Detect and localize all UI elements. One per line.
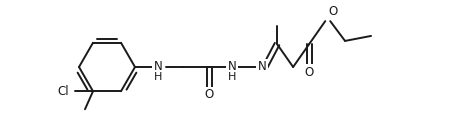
Text: H: H (228, 72, 236, 82)
Text: O: O (328, 5, 338, 18)
Text: H: H (154, 72, 162, 82)
Text: Cl: Cl (57, 85, 69, 98)
Text: N: N (258, 60, 266, 74)
Text: N: N (154, 60, 163, 74)
Text: O: O (304, 66, 314, 79)
Text: O: O (205, 88, 213, 102)
Text: N: N (227, 60, 236, 74)
